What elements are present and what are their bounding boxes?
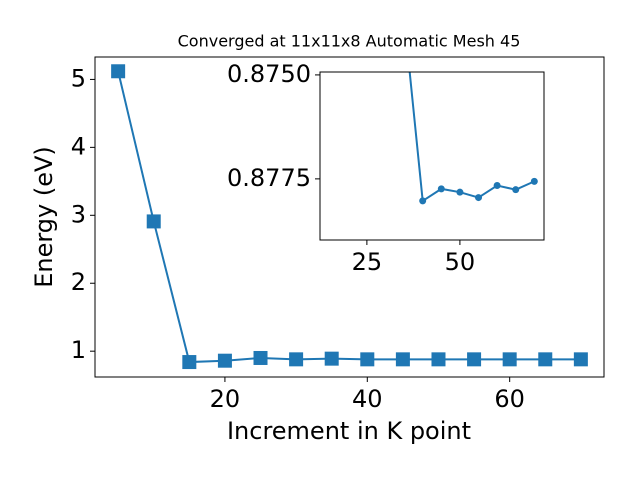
series bbox=[111, 64, 588, 370]
marker bbox=[360, 352, 375, 367]
y-tick-label: 5 bbox=[71, 64, 86, 92]
y-tick-label: 0.8775 bbox=[227, 164, 311, 192]
x-tick-label: 25 bbox=[352, 248, 383, 276]
marker bbox=[253, 350, 268, 365]
y-tick-label: 1 bbox=[71, 336, 86, 364]
marker bbox=[182, 355, 197, 370]
x-tick-label: 50 bbox=[445, 248, 476, 276]
marker bbox=[502, 352, 517, 367]
marker bbox=[538, 352, 553, 367]
chart-title: Converged at 11x11x8 Automatic Mesh 45 bbox=[178, 32, 521, 51]
x-tick-label: 40 bbox=[352, 385, 383, 413]
y-tick-label: 4 bbox=[71, 132, 86, 160]
axes-frame bbox=[319, 71, 545, 241]
marker bbox=[530, 177, 538, 185]
y-tick-label: 3 bbox=[71, 200, 86, 228]
marker bbox=[324, 351, 339, 366]
y-tick-label: 0.8750 bbox=[227, 60, 311, 88]
marker bbox=[493, 182, 501, 190]
y-axis-label: Energy (eV) bbox=[30, 146, 58, 288]
marker bbox=[573, 352, 588, 367]
marker bbox=[437, 185, 445, 193]
marker bbox=[467, 352, 482, 367]
marker bbox=[146, 214, 161, 229]
marker bbox=[395, 352, 410, 367]
y-tick-label: 2 bbox=[71, 268, 86, 296]
marker bbox=[456, 188, 464, 196]
axes-frame bbox=[94, 56, 605, 378]
marker bbox=[431, 352, 446, 367]
marker bbox=[217, 353, 232, 368]
marker bbox=[289, 352, 304, 367]
marker bbox=[475, 194, 483, 202]
x-axis-label: Increment in K point bbox=[227, 417, 471, 445]
x-tick-label: 20 bbox=[210, 385, 241, 413]
marker bbox=[512, 186, 520, 194]
series bbox=[408, 72, 538, 205]
x-tick-label: 60 bbox=[494, 385, 525, 413]
marker bbox=[419, 197, 427, 205]
marker bbox=[111, 64, 126, 79]
